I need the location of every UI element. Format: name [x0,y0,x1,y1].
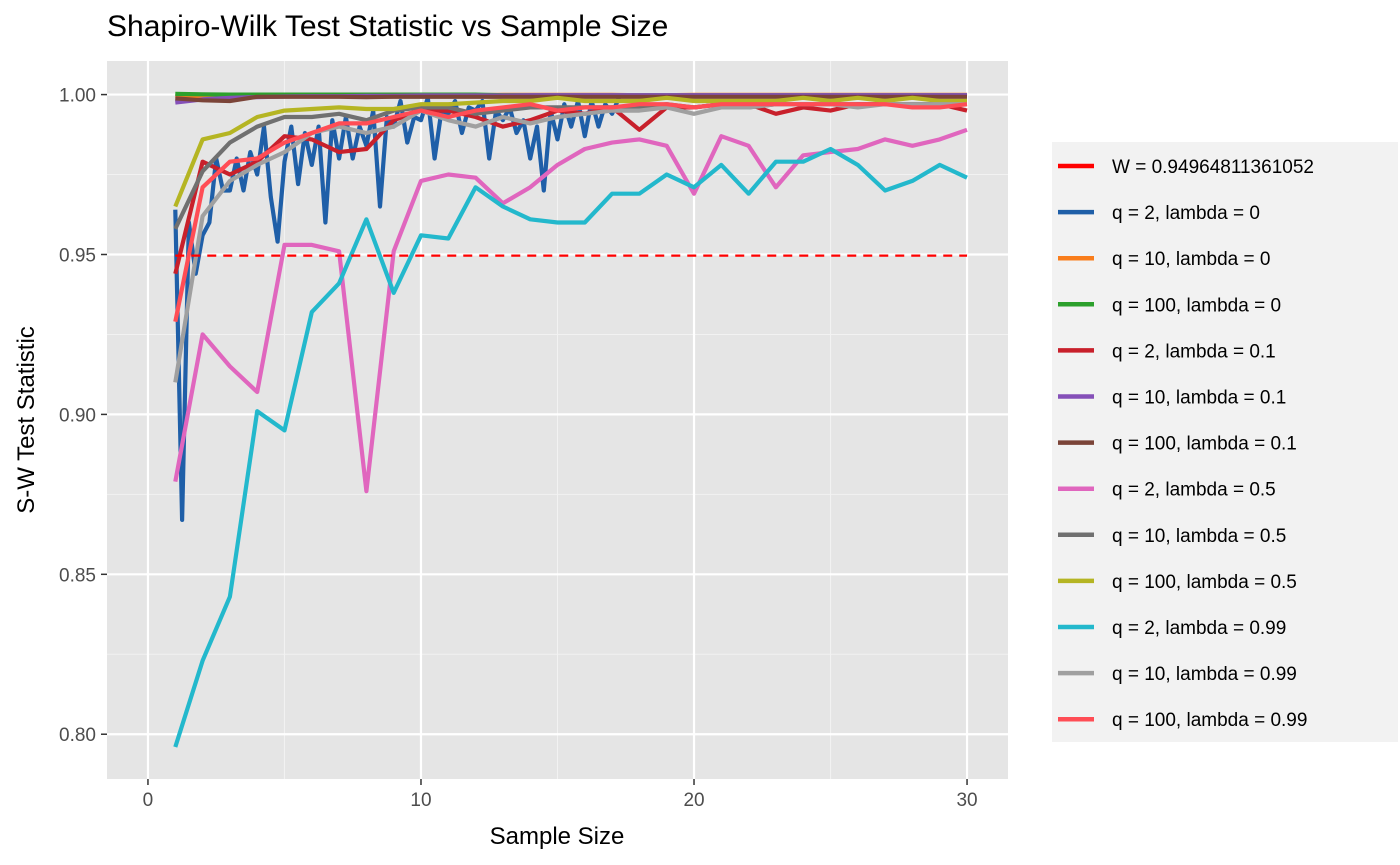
axis-ticks [101,93,968,785]
legend-label-9: q = 10, lambda = 0.5 [1112,526,1286,547]
legend-label-5: q = 2, lambda = 0.1 [1112,341,1276,362]
y-tick-label: 0.90 [59,405,96,426]
legend-label-11: q = 2, lambda = 0.99 [1112,618,1286,639]
legend-label-12: q = 10, lambda = 0.99 [1112,664,1297,685]
legend-label-7: q = 100, lambda = 0.1 [1112,434,1297,455]
legend-label-8: q = 2, lambda = 0.5 [1112,480,1276,501]
series-line-12 [173,102,968,323]
y-tick-label: 0.95 [59,245,96,266]
series-line-10 [173,146,968,748]
y-tick-label: 1.00 [59,86,96,107]
legend-label-1: W = 0.94964811361052 [1112,157,1314,178]
legend-label-13: q = 100, lambda = 0.99 [1112,710,1307,731]
legend-label-10: q = 100, lambda = 0.5 [1112,572,1297,593]
y-tick-label: 0.85 [59,565,96,586]
legend-label-6: q = 10, lambda = 0.1 [1112,388,1286,409]
x-tick-label: 0 [143,790,154,811]
legend-label-2: q = 2, lambda = 0 [1112,203,1260,224]
series-line-6 [175,94,967,104]
legend-box [1052,142,1398,742]
x-tick-label: 20 [683,790,704,811]
series-line-4 [173,102,968,275]
series-line-9 [173,95,967,208]
x-tick-label: 10 [410,790,431,811]
y-axis-title: S-W Test Statistic [13,326,40,514]
legend-label-3: q = 10, lambda = 0 [1112,249,1270,270]
series-layer [173,91,968,748]
chart-title: Shapiro-Wilk Test Statistic vs Sample Si… [107,10,669,43]
legend-label-4: q = 100, lambda = 0 [1112,295,1281,316]
axis-tick-labels: 0 10 20 30 0.80 0.85 0.90 0.95 1.00 [59,86,978,811]
x-axis-title: Sample Size [490,823,625,850]
x-tick-label: 30 [956,790,977,811]
y-tick-label: 0.80 [59,725,96,746]
legend: W = 0.94964811361052 q = 2, lambda = 0 q =… [1058,157,1314,731]
